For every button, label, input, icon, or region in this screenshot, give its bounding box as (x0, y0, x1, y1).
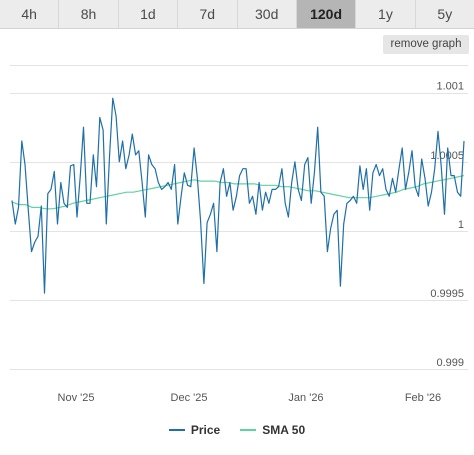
tab-5y[interactable]: 5y (415, 0, 474, 28)
legend-item-sma[interactable]: SMA 50 (240, 423, 305, 437)
tab-120d[interactable]: 120d (296, 0, 357, 28)
tab-4h[interactable]: 4h (0, 0, 60, 28)
tab-1d[interactable]: 1d (118, 0, 179, 28)
tab-30d[interactable]: 30d (237, 0, 297, 28)
x-tick-label: Jan '26 (288, 392, 323, 404)
tab-8h[interactable]: 8h (59, 0, 119, 28)
chart-legend: Price SMA 50 (0, 420, 474, 440)
legend-swatch-price (168, 429, 185, 431)
tab-1y[interactable]: 1y (356, 0, 416, 28)
x-tick-label: Nov '25 (58, 392, 95, 404)
legend-label-price: Price (190, 423, 221, 437)
chart-series (11, 97, 465, 294)
legend-swatch-sma (240, 429, 257, 431)
x-tick-label: Feb '26 (405, 392, 441, 404)
x-axis-ticks: Nov '25 Dec '25 Jan '26 Feb '26 (58, 392, 442, 404)
y-tick-label: 1 (458, 219, 464, 231)
remove-graph-button[interactable]: remove graph (383, 35, 469, 54)
y-tick-label: 0.999 (436, 357, 464, 369)
chart-grid (10, 65, 468, 370)
tab-7d[interactable]: 7d (178, 0, 238, 28)
x-tick-label: Dec '25 (171, 392, 208, 404)
y-tick-label: 0.9995 (430, 288, 464, 300)
legend-item-price[interactable]: Price (168, 423, 221, 437)
timeframe-tabs: 4h 8h 1d 7d 30d 120d 1y 5y (0, 0, 474, 29)
y-tick-label: 1.001 (436, 81, 464, 93)
series-line-price (11, 97, 465, 294)
legend-label-sma: SMA 50 (262, 423, 306, 437)
